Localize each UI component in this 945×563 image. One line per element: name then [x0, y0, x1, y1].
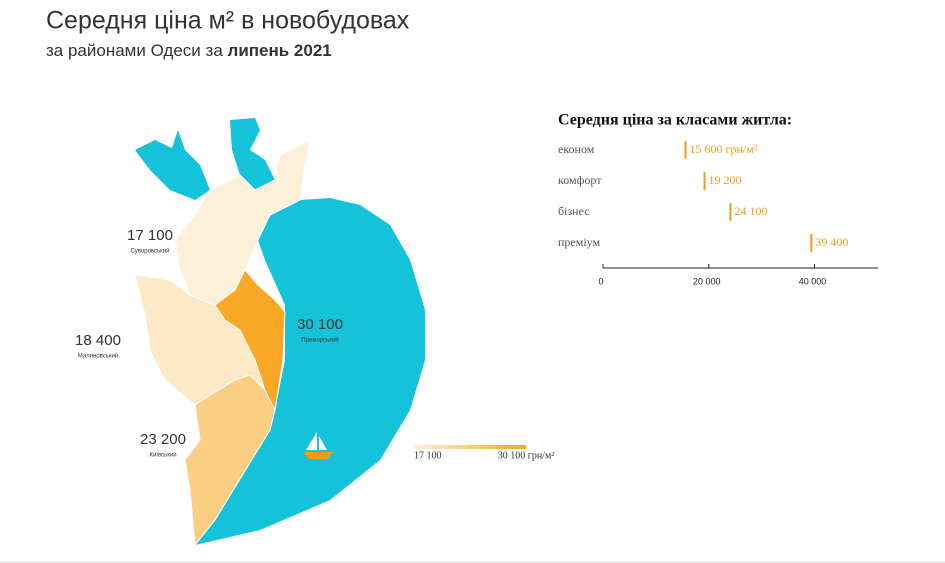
district-value: 17 100: [127, 227, 173, 244]
district-name: Приморський: [301, 337, 338, 344]
district: [184, 374, 276, 547]
category-label: бізнес: [558, 204, 590, 218]
district-name: Суворовський: [130, 248, 169, 255]
legend-label: 17 100: [414, 450, 442, 461]
estuary: [135, 130, 210, 200]
legend-gradient: [414, 445, 526, 449]
sea: [195, 198, 425, 545]
bar-marker: [810, 234, 813, 252]
district: [214, 269, 286, 412]
estuary: [230, 118, 275, 190]
bar-marker: [684, 141, 687, 159]
district: [174, 139, 311, 306]
bar-marker: [703, 172, 706, 190]
title: Середня ціна м² в новобудовах: [46, 7, 410, 35]
boat-icon: [303, 432, 333, 459]
district-value: 23 200: [140, 431, 186, 448]
chart-title: Середня ціна за класами житла:: [558, 112, 792, 129]
water: [135, 118, 425, 545]
district-name: Малиновський: [78, 353, 118, 360]
x-tick-label: 20 000: [693, 276, 721, 286]
value-label: 24 100: [734, 204, 767, 218]
x-tick-label: 40 000: [799, 276, 827, 286]
subtitle: за районами Одеси за липень 2021: [46, 41, 332, 60]
district-value: 30 100: [297, 316, 343, 333]
subtitle-text: за районами Одеси за: [46, 41, 223, 60]
district-value: 18 400: [75, 332, 121, 349]
category-label: комфорт: [558, 173, 602, 187]
regions: [134, 139, 311, 547]
value-label: 15 600 грн/м²: [690, 142, 758, 156]
category-label: преміум: [558, 235, 601, 249]
category-label: економ: [558, 142, 595, 156]
subtitle-highlight: липень 2021: [228, 41, 332, 60]
value-label: 19 200: [709, 173, 742, 187]
bar-marker: [729, 203, 732, 221]
value-label: 39 400: [815, 235, 848, 249]
legend-label: 30 100 грн/м²: [498, 450, 555, 461]
district-name: Київський: [149, 452, 176, 459]
x-tick-label: 0: [598, 276, 603, 286]
